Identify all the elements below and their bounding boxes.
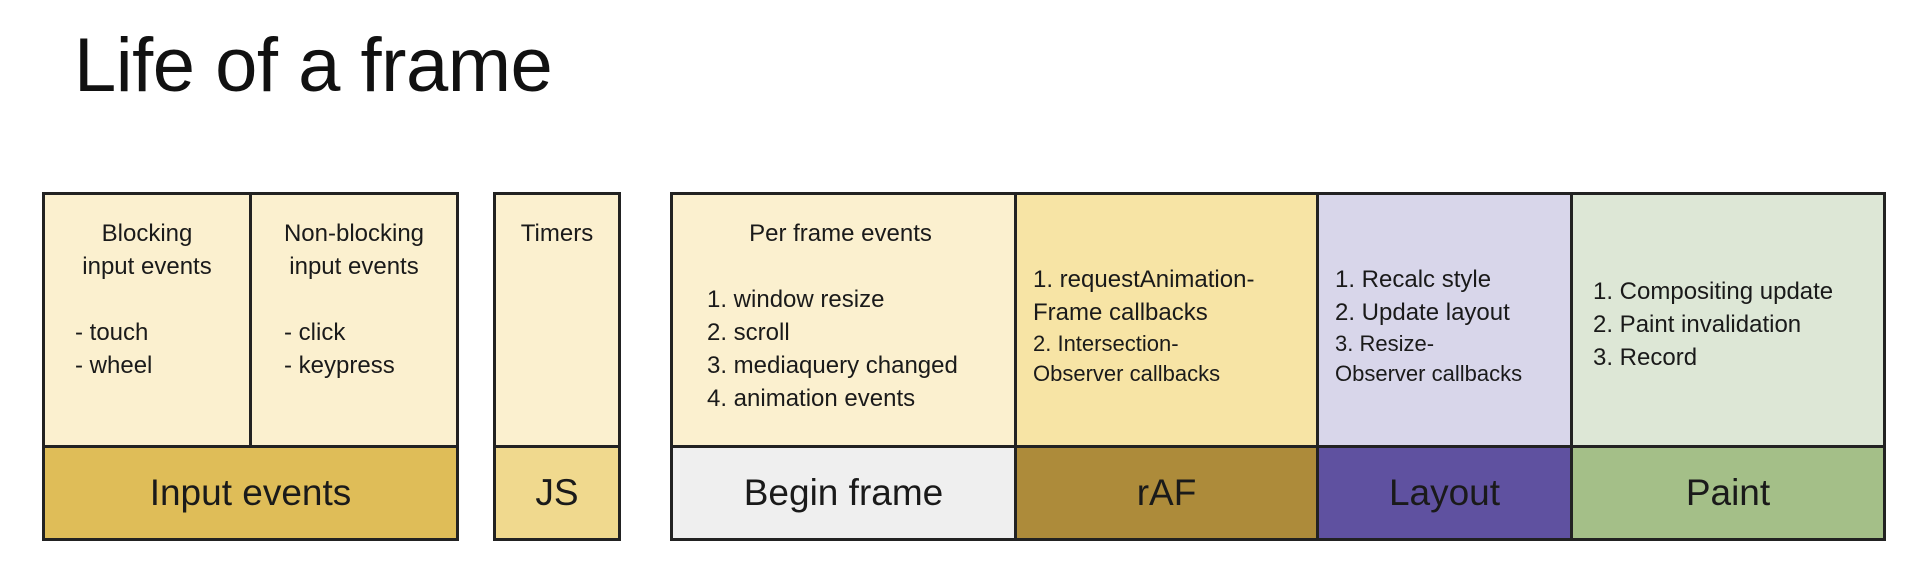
paint-step-1: 1. Compositing update [1593, 278, 1834, 305]
per-frame-events-heading: Per frame events [749, 220, 932, 247]
raf-label: rAF [1014, 445, 1319, 541]
per-frame-item-1: 1. window resize [707, 286, 885, 313]
per-frame-events-box: Per frame events 1. window resize 2. scr… [670, 192, 1017, 448]
js-label: JS [493, 445, 621, 541]
slide-title: Life of a frame [74, 23, 553, 108]
raf-step-1b: Frame callbacks [1033, 299, 1208, 326]
spacer [673, 250, 1014, 283]
raf-step-2a: 2. Intersection- [1033, 331, 1179, 356]
layout-step-1: 1. Recalc style [1335, 266, 1492, 293]
layout-step-3b: Observer callbacks [1335, 361, 1523, 386]
blocking-input-events-box: Blocking input events - touch - wheel [42, 192, 252, 448]
nonblocking-heading-line-1: Non-blocking [283, 220, 425, 247]
blocking-heading-line-1: Blocking [101, 220, 193, 247]
spacer [252, 283, 456, 316]
layout-label: Layout [1316, 445, 1573, 541]
layout-steps-box: 1. Recalc style 2. Update layout 3. Resi… [1316, 192, 1573, 448]
raf-step-2b: Observer callbacks [1033, 361, 1221, 386]
layout-step-2: 2. Update layout [1335, 299, 1510, 326]
nonblocking-heading-line-2: input events [289, 253, 419, 280]
blocking-heading-line-2: input events [82, 253, 212, 280]
raf-steps-box: 1. requestAnimation- Frame callbacks 2. … [1014, 192, 1319, 448]
paint-steps-box: 1. Compositing update 2. Paint invalidat… [1570, 192, 1886, 448]
nonblocking-item-click: - click [284, 319, 346, 346]
spacer [45, 283, 249, 316]
timers-box: Timers [493, 192, 621, 448]
layout-step-3a: 3. Resize- [1335, 331, 1435, 356]
paint-step-2: 2. Paint invalidation [1593, 311, 1802, 338]
nonblocking-input-events-box: Non-blocking input events - click - keyp… [249, 192, 459, 448]
paint-label: Paint [1570, 445, 1886, 541]
per-frame-item-4: 4. animation events [707, 385, 916, 412]
begin-frame-label: Begin frame [670, 445, 1017, 541]
blocking-item-touch: - touch [75, 319, 149, 346]
input-events-label: Input events [42, 445, 459, 541]
raf-step-1a: 1. requestAnimation- [1033, 266, 1255, 293]
nonblocking-item-keypress: - keypress [284, 352, 395, 379]
blocking-item-wheel: - wheel [75, 352, 153, 379]
per-frame-item-2: 2. scroll [707, 319, 790, 346]
paint-step-3: 3. Record [1593, 344, 1698, 371]
timers-text: Timers [520, 220, 594, 247]
per-frame-item-3: 3. mediaquery changed [707, 352, 958, 379]
